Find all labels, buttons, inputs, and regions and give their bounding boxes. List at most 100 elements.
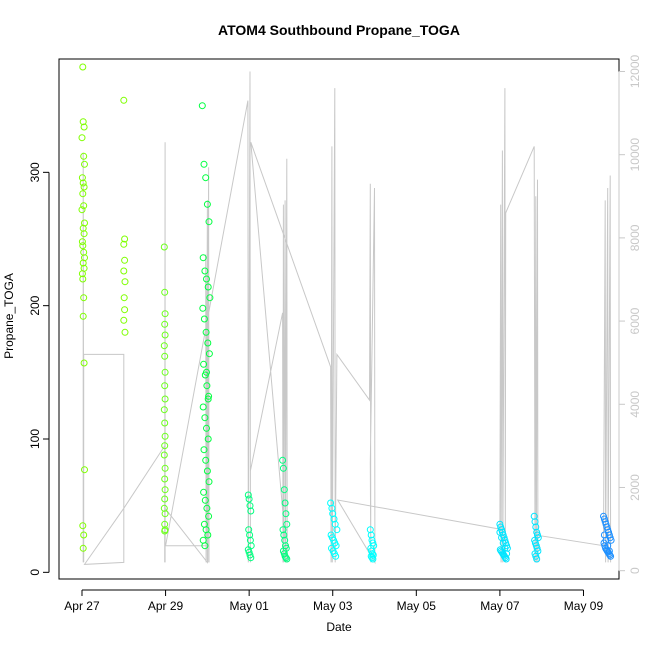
data-point <box>198 102 206 110</box>
data-point <box>161 486 169 494</box>
data-point <box>161 527 169 535</box>
y2-tick-label: 12000 <box>628 54 642 88</box>
data-point <box>279 464 287 472</box>
data-point <box>160 504 168 512</box>
data-point <box>246 502 254 510</box>
data-point <box>531 518 539 526</box>
data-point <box>80 359 88 367</box>
data-point <box>203 382 211 390</box>
data-point <box>246 531 254 539</box>
y-tick-label: 0 <box>28 569 42 576</box>
secondary-series-line <box>82 71 612 565</box>
data-point <box>79 522 87 530</box>
data-point <box>533 555 541 563</box>
y2-tick-label: 4000 <box>628 391 642 418</box>
data-point <box>80 202 88 210</box>
data-point <box>281 499 289 507</box>
data-point <box>199 254 207 262</box>
data-point <box>161 520 169 528</box>
data-point <box>161 368 169 376</box>
data-point <box>203 504 211 512</box>
data-point <box>246 536 254 544</box>
data-point <box>80 531 88 539</box>
data-point <box>245 526 253 534</box>
data-point <box>205 392 213 400</box>
data-point <box>367 531 375 539</box>
data-point <box>203 424 210 432</box>
x-tick-label: May 07 <box>480 599 520 613</box>
data-point <box>282 554 290 562</box>
data-point <box>80 123 88 131</box>
series-3 <box>198 102 214 550</box>
series-6 <box>496 512 542 563</box>
data-point <box>121 256 129 264</box>
x-tick-label: Apr 29 <box>148 599 184 613</box>
data-point <box>80 152 88 160</box>
data-point <box>280 486 288 494</box>
data-point <box>503 550 511 558</box>
data-point <box>161 395 169 403</box>
series-2 <box>160 243 169 535</box>
x-tick-label: May 09 <box>564 599 604 613</box>
data-point <box>503 544 511 552</box>
y-axis-label: Propane_TOGA <box>2 273 16 359</box>
data-point <box>200 446 208 454</box>
data-point <box>121 328 129 336</box>
data-point <box>204 435 212 443</box>
data-point <box>79 312 87 320</box>
series-7 <box>600 512 615 560</box>
data-point <box>205 478 213 486</box>
data-point <box>283 555 291 563</box>
data-point <box>120 294 128 302</box>
chart-title: ATOM4 Southbound Propane_TOGA <box>218 22 460 38</box>
data-point <box>160 243 168 251</box>
data-point <box>161 419 169 427</box>
data-point <box>120 316 128 324</box>
data-point <box>81 466 88 474</box>
data-point <box>607 536 615 544</box>
data-point <box>201 267 209 275</box>
data-point <box>206 294 214 302</box>
data-point <box>120 240 128 248</box>
data-point <box>279 526 287 534</box>
data-point <box>201 496 209 504</box>
data-point <box>501 554 509 562</box>
data-point <box>502 555 510 563</box>
data-point <box>78 174 86 182</box>
data-point <box>78 238 86 246</box>
data-point <box>79 118 87 126</box>
data-point <box>78 134 86 142</box>
data-point <box>160 451 168 459</box>
data-point <box>201 542 209 550</box>
data-point <box>204 339 212 347</box>
data-point <box>530 512 538 520</box>
y-tick-label: 300 <box>28 162 42 182</box>
data-point <box>161 495 169 503</box>
data-point <box>161 382 169 390</box>
data-point <box>161 475 169 483</box>
data-point <box>199 304 207 312</box>
data-point <box>78 270 86 278</box>
data-point <box>120 267 128 275</box>
data-point <box>79 259 87 267</box>
x-tick-label: Apr 27 <box>64 599 100 613</box>
series-1 <box>78 63 129 552</box>
data-point <box>161 464 169 472</box>
data-point <box>204 283 212 291</box>
data-point <box>332 552 340 560</box>
data-point <box>200 360 208 368</box>
data-point <box>121 235 129 243</box>
data-point <box>328 504 336 512</box>
x-axis-label: Date <box>326 620 352 634</box>
series-4 <box>244 456 291 563</box>
data-point <box>607 552 615 560</box>
data-point <box>202 456 210 464</box>
data-point <box>200 160 208 168</box>
data-point <box>201 414 209 422</box>
data-point <box>79 242 87 250</box>
data-point <box>247 507 255 515</box>
data-point <box>247 554 255 562</box>
data-point <box>280 531 288 539</box>
data-point <box>80 294 88 302</box>
